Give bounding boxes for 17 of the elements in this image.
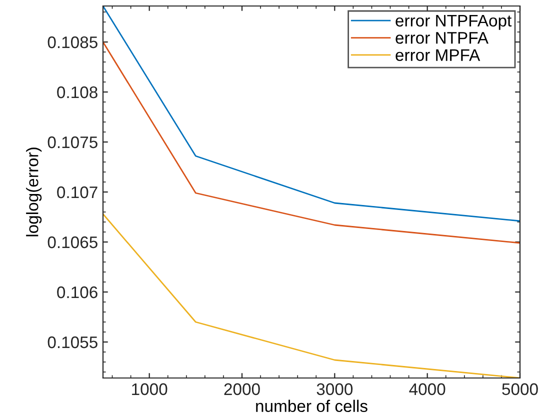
legend-label: error MPFA xyxy=(396,49,480,61)
x-tick-label: 5000 xyxy=(502,383,538,396)
x-tick-label: 1000 xyxy=(132,383,168,396)
legend-label: error NTPFAopt xyxy=(396,14,512,30)
x-tick-label: 3000 xyxy=(316,383,353,396)
legend-label: error NTPFA xyxy=(396,32,488,44)
y-tick-label: 0.107 xyxy=(57,186,98,198)
y-tick-label: 0.1065 xyxy=(48,236,98,248)
y-axis-title: loglog(error) xyxy=(26,148,42,236)
y-tick-label: 0.1055 xyxy=(48,336,98,348)
y-tick-label: 0.1085 xyxy=(48,36,98,48)
y-tick-label: 0.1075 xyxy=(48,136,98,148)
y-tick-label: 0.106 xyxy=(57,286,98,298)
y-tick-label: 0.108 xyxy=(57,86,98,98)
x-axis-title: number of cells xyxy=(256,400,368,412)
x-tick-label: 4000 xyxy=(409,383,446,396)
x-tick-label: 2000 xyxy=(224,383,260,396)
